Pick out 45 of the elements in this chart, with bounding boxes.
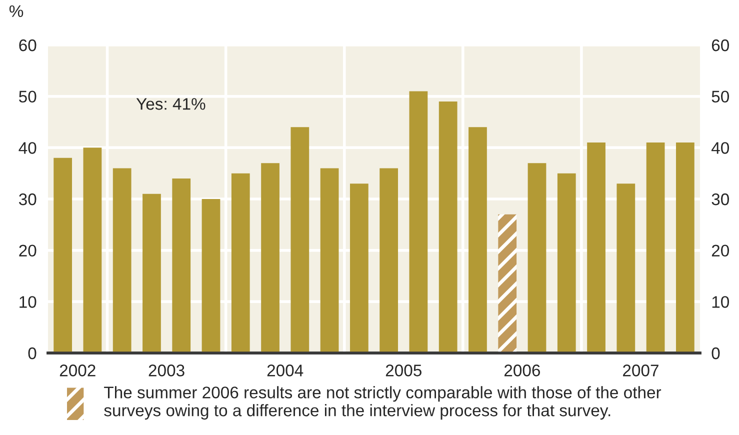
x-tick-label: 2006 [504,364,540,376]
y-tick-label: 10 [20,296,36,308]
y-axis-title: % [9,5,24,17]
x-tick-label: 2002 [60,364,96,376]
x-tick-label: 2004 [267,364,304,376]
legend-label: The summer 2006 results are not strictly comparable with those of the other surveys owing to a difference in the interview process for that survey. [104,386,662,420]
x-tick-label: 2005 [386,364,422,376]
y2-tick-label: 30 [712,193,729,206]
bar [616,184,636,353]
y-tick-label: 20 [19,244,36,257]
y-tick-label: 30 [18,193,36,206]
y-tick-label: 40 [18,142,36,154]
bar [290,127,310,353]
bar [172,178,191,353]
bar [142,194,161,353]
bar [350,184,368,353]
bar [557,173,576,353]
y2-tick-label: 50 [712,90,729,103]
bar [468,127,487,353]
bar [498,214,517,353]
y2-tick-label: 0 [712,347,720,360]
bar [112,168,132,353]
bar [676,142,694,353]
bar [202,199,220,353]
annotation: Yes: 41% [136,98,206,110]
bar [646,142,665,353]
y2-tick-label: 40 [711,142,729,154]
bar [231,173,250,353]
y2-tick-label: 10 [712,296,729,308]
y-tick-label: 0 [28,347,36,360]
y2-tick-label: 60 [712,39,729,52]
bar [438,101,458,353]
bar [261,163,280,353]
bar [528,163,546,353]
x-tick-label: 2003 [148,364,184,376]
y-tick-label: 60 [19,39,36,52]
y2-tick-label: 20 [712,244,729,257]
bar [320,168,339,353]
x-tick-label: 2007 [623,364,658,376]
y-tick-label: 50 [19,90,36,103]
bar [587,142,606,353]
bar [83,148,102,353]
bar [380,168,398,353]
bar [54,158,72,353]
bar [409,91,428,353]
